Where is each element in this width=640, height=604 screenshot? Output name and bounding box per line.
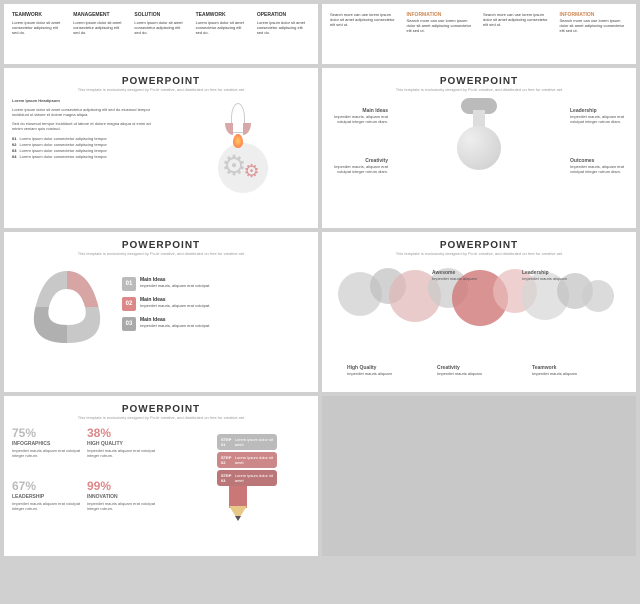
label-4: OutcomesImperdiet mauris, aliquam erat v… <box>570 158 630 174</box>
col-3: SOLUTION Lorem ipsum dolor sit amet conse… <box>134 12 187 56</box>
slide-1-columns: TEAMWORK Lorem ipsum dolor sit amet conse… <box>4 4 318 64</box>
col-2: MANAGEMENT Lorem ipsum dolor sit amet con… <box>73 12 126 56</box>
slide-title: POWERPOINT <box>12 240 310 251</box>
tag: AwesomeImperdiet mauris aliquam <box>432 270 477 281</box>
slide-4-flask: POWERPOINT This template is exclusively … <box>322 68 636 228</box>
bubble-chart <box>330 266 628 336</box>
info-t: Search more can use lorem ipsum dolor si… <box>483 12 552 27</box>
slide-3-rocket: POWERPOINT This template is exclusively … <box>4 68 318 228</box>
info-1: Search more can use lorem ipsum dolor si… <box>330 12 399 56</box>
col-1: TEAMWORK Lorem ipsum dolor sit amet conse… <box>12 12 65 56</box>
tag: LeadershipImperdiet mauris aliquam <box>522 270 567 281</box>
label-2: CreativityImperdiet mauris, aliquam erat… <box>328 158 388 174</box>
heading: Lorem Ipsum Headipsum <box>12 98 60 103</box>
col-t: Lorem ipsum dolor sit amet consectetur a… <box>134 20 187 35</box>
pencil-icon: STEP 01 Lorem ipsum dolor sit amet STEP … <box>203 426 273 526</box>
num-badge: 03 <box>122 317 136 331</box>
item-1: 01Main IdeasImperdiet mauris, aliquam er… <box>122 277 310 291</box>
slide-sub: This template is exclusively designed by… <box>330 87 628 92</box>
col-h: OPERATION <box>257 12 310 18</box>
slide-5-triangle: POWERPOINT This template is exclusively … <box>4 232 318 392</box>
col-h: SOLUTION <box>134 12 187 18</box>
info-t: Search more can use lorem ipsum dolor si… <box>330 12 399 27</box>
label-3: LeadershipImperdiet mauris, aliquam erat… <box>570 108 630 124</box>
slide-title: POWERPOINT <box>330 240 628 251</box>
slide-sub: This template is exclusively designed by… <box>12 251 310 256</box>
col-t: Lorem ipsum dolor sit amet consectetur a… <box>73 20 126 35</box>
col-t: Lorem ipsum dolor sit amet consectetur a… <box>12 20 65 35</box>
slide-sub: This template is exclusively designed by… <box>330 251 628 256</box>
stats-grid: 75%INFOGRAPHICSImperdiet mauris aliquam … <box>12 426 156 526</box>
label-1: Main IdeasImperdiet mauris, aliquam erat… <box>328 108 388 124</box>
info-2b: INFORMATIONSearch more can use lorem ips… <box>560 12 629 56</box>
tag: CreativityImperdiet mauris aliquam <box>437 365 482 376</box>
step-2: STEP 02 Lorem ipsum dolor sit amet <box>217 452 277 468</box>
bubble <box>582 280 614 312</box>
col-h: TEAMWORK <box>12 12 65 18</box>
step-3: STEP 03 Lorem ipsum dolor sit amet <box>217 470 277 486</box>
rocket-icon <box>203 98 273 198</box>
slide-title: POWERPOINT <box>12 76 310 87</box>
item-3: 03Main IdeasImperdiet mauris, aliquam er… <box>122 317 310 331</box>
step-1: STEP 01 Lorem ipsum dolor sit amet <box>217 434 277 450</box>
tag: High QualityImperdiet mauris aliquam <box>347 365 392 376</box>
stat: 67%LEADERSHIPImperdiet mauris aliquam er… <box>12 479 81 526</box>
slide-sub: This template is exclusively designed by… <box>12 87 310 92</box>
slide-title: POWERPOINT <box>12 404 310 415</box>
slide-6-bubbles: POWERPOINT This template is exclusively … <box>322 232 636 392</box>
stat: 99%INNOVATIONImperdiet mauris aliquam er… <box>87 479 156 526</box>
col-4: TEAMWORK Lorem ipsum dolor sit amet conse… <box>196 12 249 56</box>
col-h: MANAGEMENT <box>73 12 126 18</box>
slide-2-info: Search more can use lorem ipsum dolor si… <box>322 4 636 64</box>
num-badge: 02 <box>122 297 136 311</box>
para: Sed do eiusmod tempor incididunt ut labo… <box>12 121 157 132</box>
slide-8-empty <box>322 396 636 556</box>
slide-title: POWERPOINT <box>330 76 628 87</box>
slide-7-pencil: POWERPOINT This template is exclusively … <box>4 396 318 556</box>
stat: 75%INFOGRAPHICSImperdiet mauris aliquam … <box>12 426 81 473</box>
stat: 38%HIGH QUALITYImperdiet mauris aliquam … <box>87 426 156 473</box>
col-t: Lorem ipsum dolor sit amet consectetur a… <box>196 20 249 35</box>
col-h: TEAMWORK <box>196 12 249 18</box>
text-block: Lorem Ipsum Headipsum Lorem ipsum dolor … <box>12 98 157 198</box>
info-t: Search more can use lorem ipsum dolor si… <box>407 18 476 33</box>
col-5: OPERATION Lorem ipsum dolor sit amet cons… <box>257 12 310 56</box>
slide-sub: This template is exclusively designed by… <box>12 415 310 420</box>
item-2: 02Main IdeasImperdiet mauris, aliquam er… <box>122 297 310 311</box>
info-t: Search more can use lorem ipsum dolor si… <box>560 18 629 33</box>
para: Lorem ipsum dolor sit amet consectetur a… <box>12 107 157 118</box>
info-1b: INFORMATIONSearch more can use lorem ips… <box>407 12 476 56</box>
triangle-icon <box>22 262 112 352</box>
tag: TeamworkImperdiet mauris aliquam <box>532 365 577 376</box>
col-t: Lorem ipsum dolor sit amet consectetur a… <box>257 20 310 35</box>
num-badge: 01 <box>122 277 136 291</box>
flask-icon <box>439 98 519 188</box>
info-2: Search more can use lorem ipsum dolor si… <box>483 12 552 56</box>
numbered-list: 01Lorem ipsum dolor consectetur adipisci… <box>12 136 157 160</box>
